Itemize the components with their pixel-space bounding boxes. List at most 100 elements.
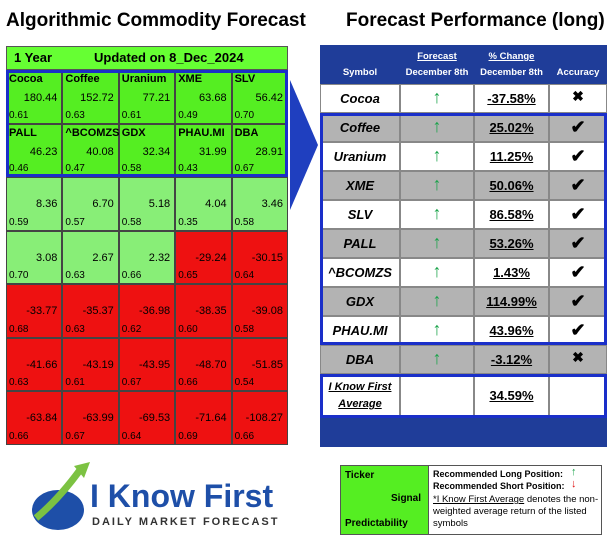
signal: -36.98 (138, 305, 171, 317)
ticker: SLV (234, 73, 256, 85)
symbol: ^BCOMZS (328, 265, 392, 280)
predictability: 0.58 (121, 216, 142, 228)
forecast-cell: -63.99 0.67 (62, 391, 119, 445)
table-cell (474, 258, 549, 287)
signal: -39.08 (251, 305, 283, 317)
predictability: 0.65 (178, 270, 198, 281)
change: 1.43% (493, 265, 530, 280)
forecast-cell: 8.36 0.59 (6, 177, 63, 231)
predictability: 0.66 (121, 270, 142, 281)
header-bg (320, 45, 607, 84)
forecast-cell: 2.67 0.63 (62, 230, 119, 284)
change: 86.58% (489, 207, 534, 222)
up-arrow: ↑ (432, 174, 442, 194)
forecast-cell: PHAU.MI 31.99 0.43 (175, 123, 232, 177)
signal: 4.04 (205, 198, 227, 210)
ticker: XME (178, 73, 203, 85)
forecast-cell: 4.04 0.35 (175, 177, 232, 231)
predictability: 0.68 (9, 323, 29, 335)
forecast-cell: -69.53 0.64 (118, 391, 176, 445)
signal: 152.72 (80, 92, 114, 104)
predictability: 0.35 (178, 216, 198, 228)
signal: -63.84 (26, 412, 58, 424)
ticker: GDX (121, 126, 146, 139)
legend-green (341, 466, 429, 534)
logo-tagline: DAILY MARKET FORECAST (92, 516, 280, 528)
signal: 2.67 (92, 251, 114, 264)
predictability: 0.64 (121, 430, 142, 442)
average-label: Average (338, 398, 382, 410)
signal: 56.42 (255, 92, 283, 104)
accuracy: ✖ (572, 88, 584, 104)
table-cell (474, 171, 549, 200)
predictability: 0.63 (65, 323, 85, 335)
predictability: 0.67 (234, 163, 255, 174)
average: 34.59% (489, 388, 534, 403)
signal: 3.46 (261, 198, 283, 210)
forecast-cell: -30.15 0.64 (231, 230, 288, 284)
predictability: 0.46 (9, 163, 29, 174)
table-cell (549, 142, 607, 171)
table-cell (549, 113, 607, 142)
ticker: Cocoa (9, 73, 43, 85)
table-cell (474, 229, 549, 258)
up-arrow: ↑ (432, 290, 442, 310)
predictability: 0.59 (9, 216, 29, 228)
change: 25.02% (489, 120, 534, 135)
signal: -38.35 (195, 305, 227, 317)
table-cell (400, 316, 474, 345)
accuracy: ✔ (570, 233, 586, 253)
table-cell (549, 345, 607, 374)
change: 50.06% (489, 178, 534, 193)
predictability: 0.47 (65, 163, 85, 174)
accuracy: ✔ (570, 320, 586, 340)
forecast-cell: -38.35 0.60 (175, 284, 232, 338)
up-arrow: ↑ (432, 232, 442, 252)
up-arrow: ↑ (432, 348, 442, 368)
forecast-cell: Uranium 77.21 0.61 (118, 70, 176, 124)
table-cell (400, 84, 474, 113)
table-cell (400, 345, 474, 374)
up-arrow: ↑ (432, 261, 442, 281)
signal: -43.19 (82, 358, 114, 371)
signal: -63.99 (82, 412, 114, 424)
legend-short: Recommended Short Position: (433, 481, 565, 491)
table-cell (474, 200, 549, 229)
arrow-shape (290, 80, 318, 210)
symbol: PHAU.MI (332, 323, 388, 338)
forecast-cell: -29.24 0.65 (175, 230, 232, 284)
up-arrow: ↑ (432, 116, 442, 136)
predictability: 0.66 (178, 377, 198, 388)
signal: 5.18 (148, 198, 171, 210)
change: 53.26% (489, 236, 534, 251)
forecast-cell: -63.84 0.66 (6, 391, 63, 445)
predictability: 0.63 (65, 109, 85, 121)
change: 114.99% (486, 294, 537, 309)
forecast-cell: -108.27 0.66 (231, 391, 288, 445)
header: Accuracy (556, 67, 600, 78)
table-cell (320, 84, 400, 113)
signal: 77.21 (142, 92, 171, 104)
table-cell (320, 287, 400, 316)
forecast-cell: PALL 46.23 0.46 (6, 123, 63, 177)
symbol: DBA (345, 352, 375, 367)
legend-ticker: Ticker (345, 470, 375, 481)
table-cell (549, 171, 607, 200)
legend: Ticker Signal Predictability Recommended Lo… (340, 465, 602, 535)
symbol: PALL (343, 236, 377, 251)
forecast-cell: 6.70 0.57 (62, 177, 119, 231)
logo-icon (32, 462, 90, 530)
forecast-cell: -36.98 0.62 (118, 284, 176, 338)
forecast-cell: -43.95 0.67 (118, 337, 176, 391)
table-cell (400, 200, 474, 229)
accuracy: ✖ (572, 349, 584, 365)
signal: 32.34 (142, 145, 171, 158)
predictability: 0.62 (121, 323, 142, 335)
predictability: 0.70 (234, 109, 255, 121)
signal: -33.77 (26, 305, 58, 317)
ticker: Coffee (65, 73, 100, 85)
predictability: 0.63 (9, 377, 29, 388)
table-cell (474, 345, 549, 374)
updated: Updated on 8_Dec_2024 (94, 50, 244, 65)
